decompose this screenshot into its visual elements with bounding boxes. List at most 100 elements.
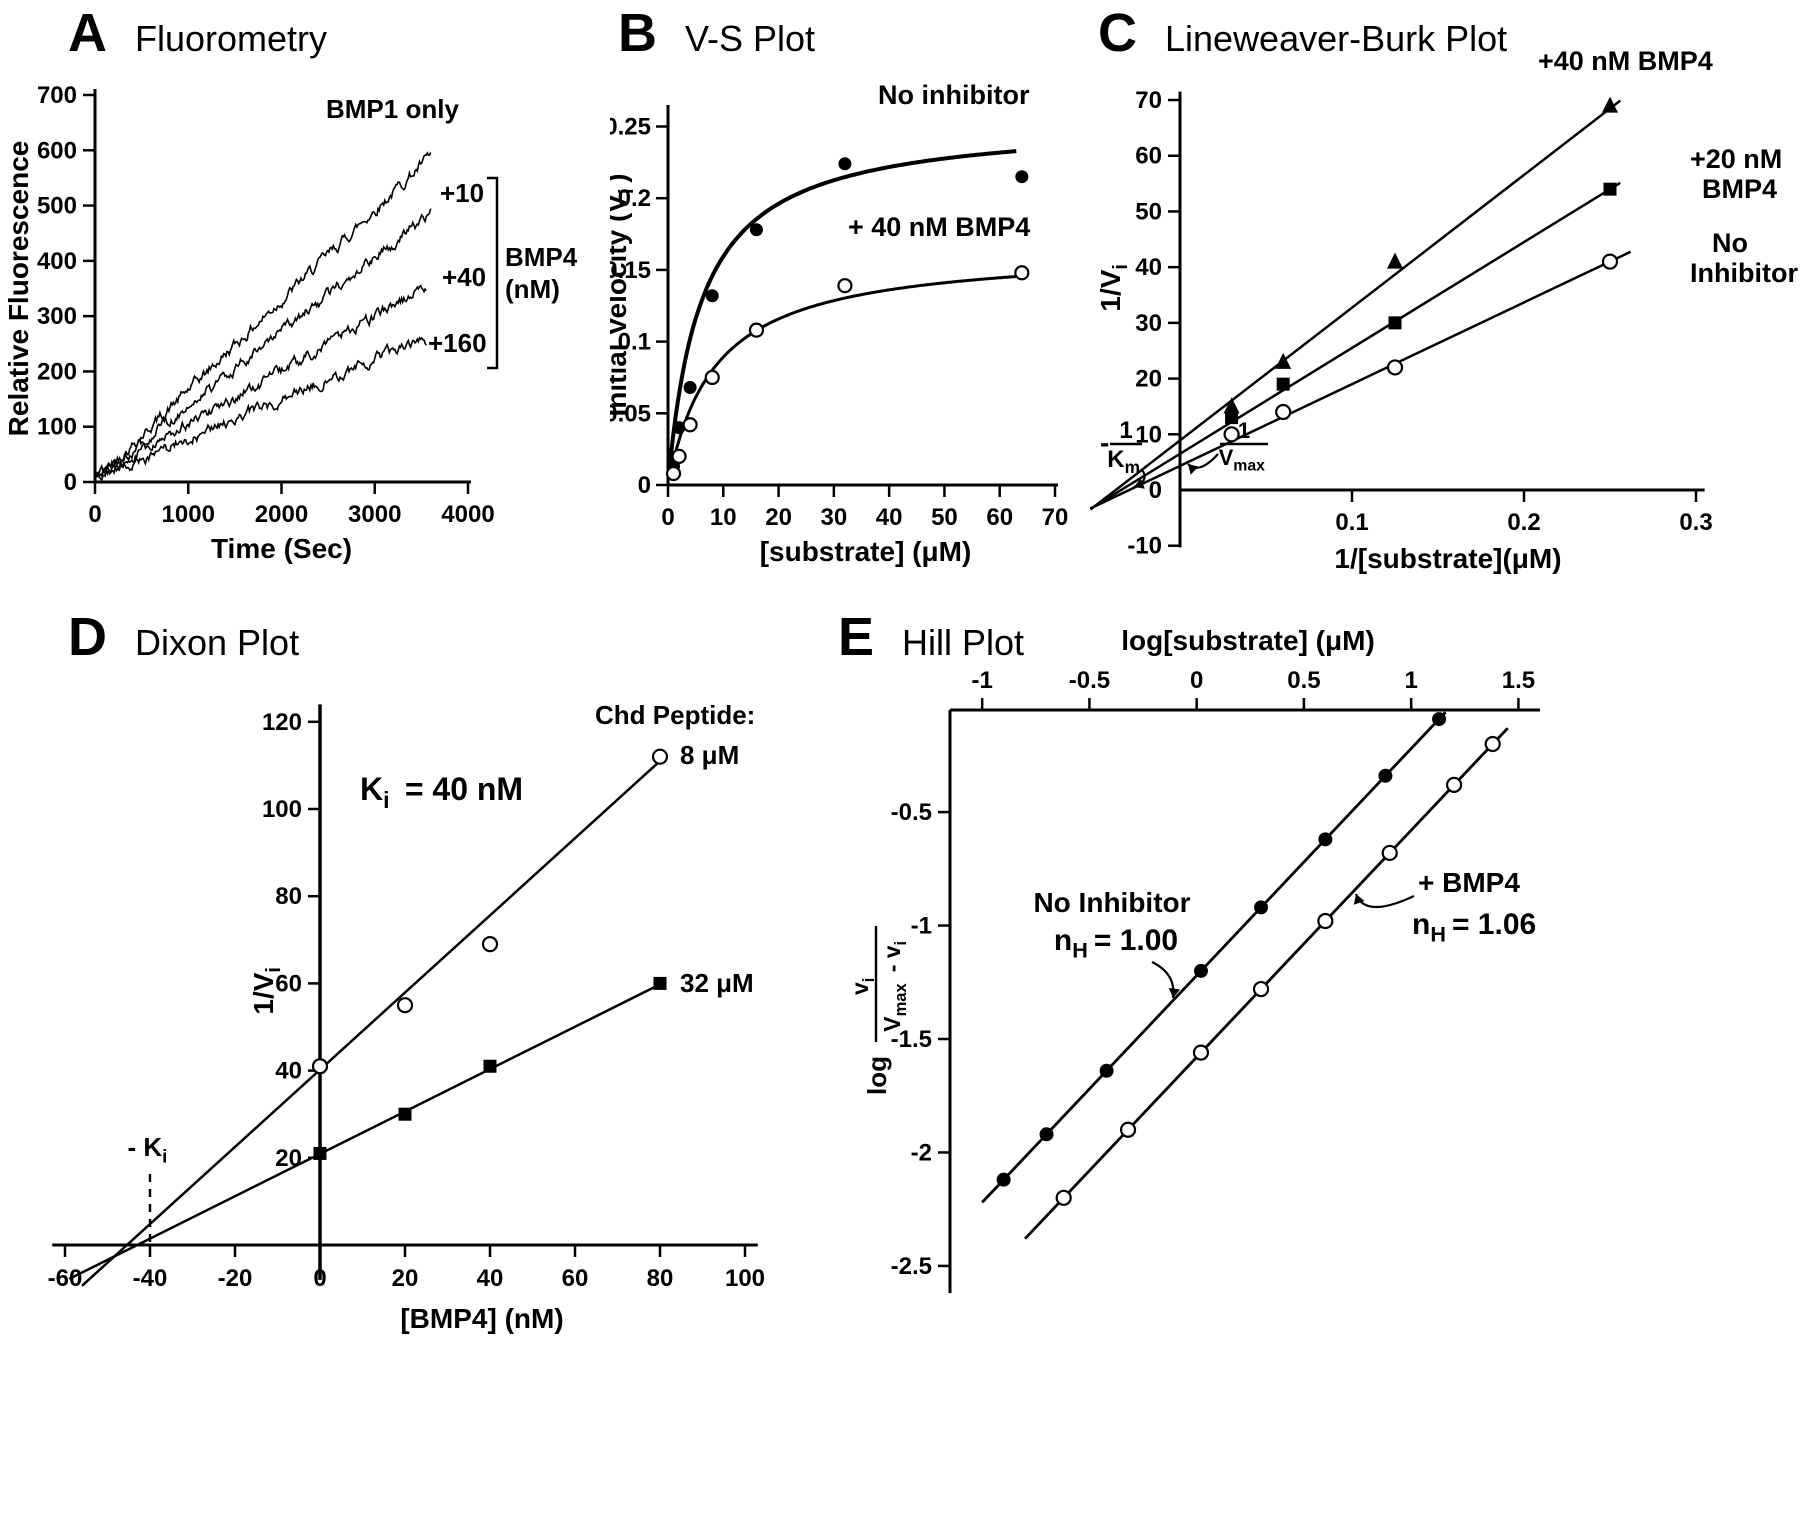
svg-text:2000: 2000	[255, 501, 308, 528]
svg-text:1: 1	[1404, 667, 1417, 694]
svg-text:40: 40	[275, 1058, 302, 1085]
svg-text:0: 0	[88, 501, 101, 528]
panel-d-header: D Dixon Plot	[68, 610, 299, 664]
svg-text:60: 60	[562, 1265, 589, 1292]
svg-text:70: 70	[1042, 504, 1069, 531]
svg-text:0.5: 0.5	[1287, 667, 1320, 694]
panel-d-title: Dixon Plot	[135, 622, 300, 663]
svg-text:[substrate] (μM): [substrate] (μM)	[760, 536, 972, 567]
panel-b-letter: B	[618, 3, 657, 63]
svg-text:No Inhibitor: No Inhibitor	[1033, 887, 1190, 918]
svg-text:-20: -20	[218, 1265, 253, 1292]
svg-text:-60: -60	[48, 1265, 83, 1292]
svg-text:500: 500	[37, 193, 77, 220]
svg-text:200: 200	[37, 358, 77, 385]
svg-text:+40 nM BMP4: +40 nM BMP4	[1538, 46, 1713, 76]
svg-text:+ 40 nM BMP4: + 40 nM BMP4	[848, 212, 1030, 242]
svg-text:-2: -2	[911, 1139, 932, 1166]
svg-text:0.3: 0.3	[1679, 509, 1712, 536]
svg-text:20: 20	[1135, 366, 1162, 393]
svg-text:-0.5: -0.5	[891, 799, 932, 826]
svg-text:10: 10	[710, 504, 737, 531]
svg-text:80: 80	[647, 1265, 674, 1292]
svg-text:1: 1	[1119, 417, 1132, 444]
svg-text:0: 0	[313, 1265, 326, 1292]
svg-text:+40: +40	[442, 262, 486, 292]
svg-text:100: 100	[37, 414, 77, 441]
panel-c-lineweaver-burk: C Lineweaver-Burk Plot 10 20 30 40 50 60 70 0 -1…	[1090, 0, 1800, 590]
svg-text:+10: +10	[440, 178, 484, 208]
svg-text:4000: 4000	[441, 501, 494, 528]
svg-text:400: 400	[37, 248, 77, 275]
svg-text:No: No	[1712, 228, 1748, 258]
svg-text:- Ki: - Ki	[127, 1132, 172, 1167]
svg-text:0: 0	[1149, 477, 1162, 504]
svg-text:0.2: 0.2	[618, 185, 651, 212]
svg-text:70: 70	[1135, 87, 1162, 114]
svg-text:+160: +160	[428, 328, 487, 358]
svg-text:Vmax - vi: Vmax - vi	[879, 936, 910, 1032]
panel-a-title: Fluorometry	[135, 18, 328, 59]
svg-text:-0.5: -0.5	[1069, 667, 1110, 694]
svg-text:-2.5: -2.5	[891, 1253, 932, 1280]
svg-text:log: log	[862, 1056, 892, 1095]
svg-text:32 μM: 32 μM	[680, 968, 754, 998]
svg-text:nH = 1.00: nH = 1.00	[1054, 924, 1178, 963]
svg-text:20: 20	[765, 504, 792, 531]
svg-text:0.25: 0.25	[610, 114, 651, 141]
svg-text:+20 nM: +20 nM	[1690, 144, 1782, 174]
svg-text:3000: 3000	[348, 501, 401, 528]
svg-text:Vmax: Vmax	[1219, 445, 1270, 475]
panel-e-title: Hill Plot	[902, 622, 1025, 663]
svg-text:1.5: 1.5	[1502, 667, 1535, 694]
svg-text:-40: -40	[133, 1265, 168, 1292]
svg-text:Inhibitor: Inhibitor	[1690, 258, 1798, 288]
panel-a-letter: A	[68, 3, 107, 63]
svg-text:600: 600	[37, 137, 77, 164]
svg-text:log[substrate] (μM): log[substrate] (μM)	[1121, 625, 1375, 656]
svg-text:BMP1 only: BMP1 only	[326, 94, 459, 124]
svg-text:30: 30	[821, 504, 848, 531]
svg-text:1/[substrate](μM): 1/[substrate](μM)	[1334, 543, 1561, 574]
svg-text:20: 20	[275, 1145, 302, 1172]
svg-text:-10: -10	[1127, 533, 1162, 560]
svg-text:No inhibitor: No inhibitor	[878, 80, 1030, 110]
svg-text:Km: Km	[1107, 446, 1145, 477]
panel-a-fluorometry: A Fluorometry 0 100 200 300 400 500 600 700 0 100…	[0, 0, 610, 590]
panel-b-header: B V-S Plot	[618, 6, 815, 60]
svg-text:0: 0	[1190, 667, 1203, 694]
svg-text:Ki = 40 nM: Ki = 40 nM	[360, 771, 523, 813]
svg-text:100: 100	[262, 796, 302, 823]
svg-text:-1: -1	[972, 667, 993, 694]
svg-text:(nM): (nM)	[505, 274, 560, 304]
svg-text:Initial Velocity (Vi ): Initial Velocity (Vi )	[610, 173, 638, 416]
panel-e-letter: E	[838, 607, 875, 667]
svg-text:120: 120	[262, 709, 302, 736]
svg-text:0.2: 0.2	[1507, 509, 1540, 536]
panel-b-title: V-S Plot	[685, 18, 816, 59]
panel-d-dixon: D Dixon Plot -60 -40 -20 0 20 40 60 80 100 20 40 60…	[30, 600, 820, 1516]
svg-text:30: 30	[1135, 310, 1162, 337]
svg-text:Time (Sec): Time (Sec)	[211, 533, 352, 564]
svg-text:Relative Fluorescence: Relative Fluorescence	[3, 141, 34, 437]
svg-text:60: 60	[275, 970, 302, 997]
svg-text:50: 50	[1135, 198, 1162, 225]
svg-text:8 μM: 8 μM	[680, 740, 739, 770]
svg-text:0.1: 0.1	[1335, 509, 1368, 536]
svg-text:0.05: 0.05	[610, 400, 651, 427]
svg-text:nH = 1.06: nH = 1.06	[1412, 908, 1536, 947]
svg-text:50: 50	[931, 504, 958, 531]
svg-text:1/Vi: 1/Vi	[1095, 258, 1132, 311]
fluorometry-chart: 0 100 200 300 400 500 600 700 0 1000 2000 3000 4000 T…	[3, 82, 578, 564]
svg-text:20: 20	[392, 1265, 419, 1292]
panel-c-letter: C	[1098, 3, 1137, 63]
dixon-plot-chart: -60 -40 -20 0 20 40 60 80 100 20 40 60 80 100 120 [BMP4…	[48, 700, 765, 1334]
svg-text:0.1: 0.1	[618, 329, 651, 356]
svg-text:60: 60	[1135, 143, 1162, 170]
svg-text:1/Vi: 1/Vi	[248, 961, 285, 1014]
panel-e-hill: E Hill Plot -1 -0.5 0 0.5 1 1.5 -0.5 -1 -1.5 -2 -2…	[820, 600, 1800, 1516]
vs-plot-chart: 0 0.05 0.1 0.15 0.2 0.25 0 10 20 30 40 50 60 70 [subst…	[610, 80, 1069, 567]
svg-text:-1: -1	[911, 913, 932, 940]
svg-text:+ BMP4: + BMP4	[1418, 867, 1520, 898]
svg-text:80: 80	[275, 883, 302, 910]
